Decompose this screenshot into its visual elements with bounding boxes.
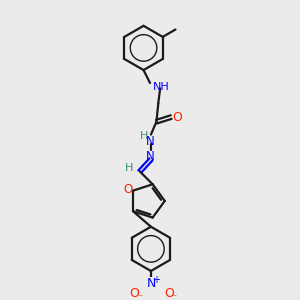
Text: H: H xyxy=(140,131,149,141)
Text: O: O xyxy=(129,286,139,300)
Text: O: O xyxy=(123,183,132,196)
Text: +: + xyxy=(152,275,160,285)
Text: O: O xyxy=(172,111,182,124)
Text: N: N xyxy=(147,278,157,290)
Text: ⁻: ⁻ xyxy=(171,294,176,300)
Text: H: H xyxy=(124,163,133,173)
Text: N: N xyxy=(146,150,154,163)
Text: NH: NH xyxy=(153,82,169,92)
Text: N: N xyxy=(146,134,154,148)
Text: ⁻: ⁻ xyxy=(137,294,142,300)
Text: O: O xyxy=(164,286,174,300)
